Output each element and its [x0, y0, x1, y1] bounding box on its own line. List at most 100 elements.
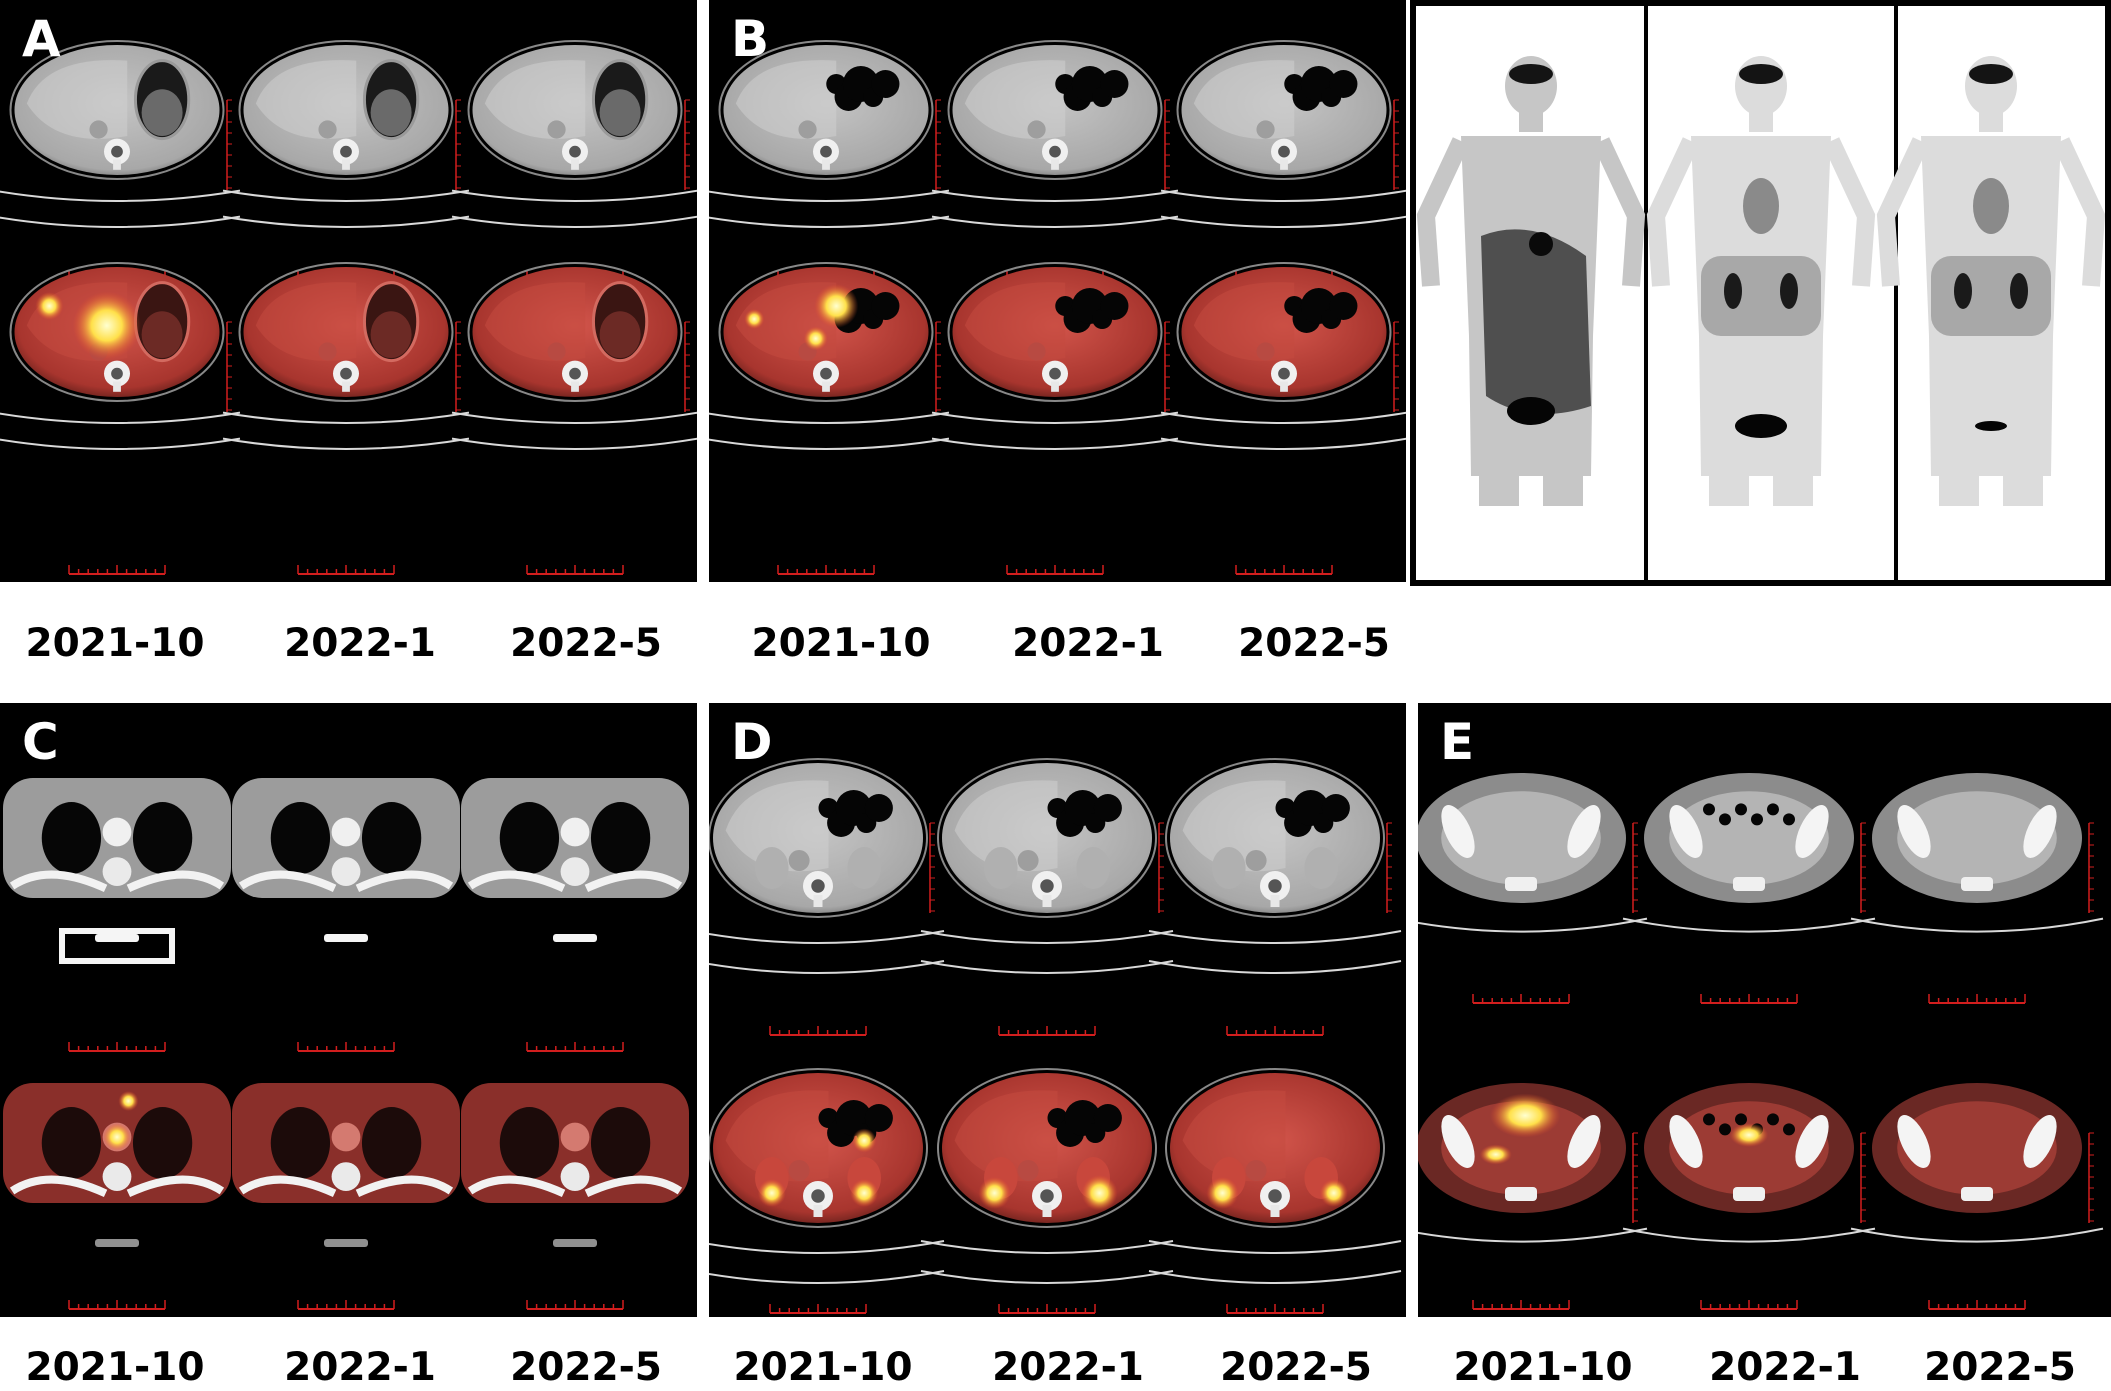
pet-ct-slice [920, 1068, 1174, 1284]
side-scale [1393, 99, 1399, 190]
pet-ct-slice [1418, 1083, 1648, 1243]
side-scale [1860, 822, 1866, 913]
scale-bar [1472, 994, 1570, 1004]
panel-d-letter: D [731, 713, 773, 771]
date-label-a-1: 2021-10 [25, 621, 205, 666]
ct-slice [1850, 773, 2104, 933]
panel-e-letter: E [1440, 713, 1475, 771]
side-scale [935, 99, 941, 190]
pet-ct-slice [0, 262, 241, 450]
pet-ct-slice [1622, 1083, 1876, 1243]
ct-slice [232, 778, 460, 942]
ct-slice [1622, 773, 1876, 933]
side-scale [935, 321, 941, 412]
scale-bar [769, 1026, 867, 1036]
side-scale [2088, 822, 2094, 913]
date-label-c-2: 2022-1 [284, 1345, 436, 1390]
side-scale [2088, 1132, 2094, 1223]
scale-bar [526, 1042, 624, 1052]
pet-mip-image [1416, 56, 1646, 506]
date-label-b-3: 2022-5 [1238, 621, 1390, 666]
side-scale [1158, 822, 1164, 913]
pet-ct-slice [709, 1068, 945, 1284]
date-label-e-1: 2021-10 [1453, 1345, 1633, 1390]
pet-mip-panel [1410, 0, 2111, 586]
date-label-d-2: 2022-1 [992, 1345, 1144, 1390]
scale-bar [1928, 994, 2026, 1004]
pet-ct-slice [931, 262, 1179, 450]
scale-bar [1472, 1300, 1570, 1310]
ct-slice [920, 758, 1174, 974]
scale-bar [526, 1300, 624, 1310]
scale-bar [1700, 1300, 1798, 1310]
scale-bar [998, 1026, 1096, 1036]
pet-ct-slice [232, 1083, 460, 1247]
panel-c-letter: C [22, 713, 59, 771]
ct-slice [1418, 773, 1648, 933]
ct-slice [931, 40, 1179, 228]
ct-slice [451, 40, 697, 228]
ct-slice [1148, 758, 1402, 974]
panel-c-images [3, 778, 689, 1310]
panel-a-letter: A [22, 10, 61, 68]
date-label-e-3: 2022-5 [1924, 1345, 2076, 1390]
panel-a: A [0, 0, 697, 582]
pet-ct-slice [1160, 262, 1406, 450]
pet-ct-slice [222, 262, 470, 450]
pet-ct-slice [1850, 1083, 2104, 1243]
scale-bar [769, 1304, 867, 1314]
ct-slice [3, 778, 231, 942]
scale-bar [1235, 565, 1333, 575]
side-scale [1860, 1132, 1866, 1223]
pet-ct-slice [3, 1083, 231, 1247]
side-scale [226, 99, 232, 190]
scale-bar [1928, 1300, 2026, 1310]
scale-bar [777, 565, 875, 575]
date-label-e-2: 2022-1 [1709, 1345, 1861, 1390]
scale-bar [297, 1300, 395, 1310]
ct-slice [222, 40, 470, 228]
ct-slice [709, 40, 950, 228]
panel-d: D [709, 703, 1406, 1317]
side-scale [684, 321, 690, 412]
pet-ct-slice [461, 1083, 689, 1247]
side-scale [929, 822, 935, 913]
side-scale [1164, 99, 1170, 190]
scale-bar [1700, 994, 1798, 1004]
panel-c: C [0, 703, 697, 1317]
date-label-d-3: 2022-5 [1220, 1345, 1372, 1390]
panel-b-letter: B [731, 10, 770, 68]
date-label-c-1: 2021-10 [25, 1345, 205, 1390]
side-scale [1632, 822, 1638, 913]
scale-bar [68, 1300, 166, 1310]
side-scale [1393, 321, 1399, 412]
side-scale [1632, 1132, 1638, 1223]
scale-bar [1226, 1304, 1324, 1314]
ct-slice [709, 758, 945, 974]
scale-bar [1226, 1026, 1324, 1036]
scale-bar [1006, 565, 1104, 575]
scale-bar [526, 565, 624, 575]
scale-bar [68, 565, 166, 575]
table-artifact [59, 928, 175, 964]
pet-ct-slice [1148, 1068, 1402, 1284]
side-scale [684, 99, 690, 190]
scale-bar [297, 565, 395, 575]
side-scale [455, 99, 461, 190]
pet-mip-images [1416, 6, 2105, 580]
scale-bar [297, 1042, 395, 1052]
panel-b-images [709, 40, 1406, 575]
date-label-c-3: 2022-5 [510, 1345, 662, 1390]
date-label-a-2: 2022-1 [284, 621, 436, 666]
side-scale [1164, 321, 1170, 412]
side-scale [1386, 822, 1392, 913]
panel-a-images [0, 40, 697, 575]
ct-slice [1160, 40, 1406, 228]
panel-e-images [1418, 773, 2104, 1310]
panel-e: E [1418, 703, 2111, 1317]
scale-bar [998, 1304, 1096, 1314]
scale-bar [68, 1042, 166, 1052]
pet-ct-slice [451, 262, 697, 450]
side-scale [226, 321, 232, 412]
pet-mip-image [1646, 56, 1876, 506]
